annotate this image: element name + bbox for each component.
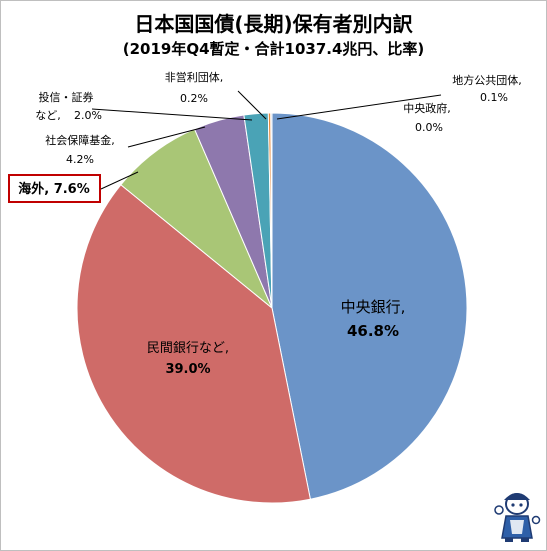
pie-slice-central-bank bbox=[271, 112, 468, 500]
label-central-government-name: 中央政府, bbox=[403, 101, 451, 115]
pie-slice-private-banks bbox=[76, 184, 311, 504]
label-investment-trusts-pct: 2.0% bbox=[74, 109, 102, 122]
pie-slice-local-government bbox=[270, 112, 273, 309]
leader-line-overseas bbox=[100, 171, 139, 190]
label-local-government-pct: 0.1% bbox=[480, 91, 508, 104]
label-private-banks-name: 民間銀行など, bbox=[147, 341, 229, 356]
label-overseas: 海外, 7.6% bbox=[18, 181, 90, 197]
label-private-banks-pct: 39.0% bbox=[165, 362, 210, 377]
pie-slices bbox=[76, 112, 468, 504]
label-central-government-pct: 0.0% bbox=[415, 121, 443, 134]
chart-subtitle: (2019年Q4暫定・合計1037.4兆円、比率) bbox=[122, 40, 425, 58]
label-investment-trusts-name2: など, bbox=[35, 109, 61, 122]
mascot-icon bbox=[494, 493, 541, 542]
label-social-security-name: 社会保障基金, bbox=[45, 133, 115, 147]
leader-line-social-security bbox=[127, 126, 206, 148]
leader-line-investment-trusts bbox=[91, 108, 253, 121]
label-central-bank-pct: 46.8% bbox=[347, 322, 399, 340]
label-nonprofit-name: 非営利団体, bbox=[165, 70, 224, 84]
leader-line-local-government bbox=[276, 94, 442, 120]
label-central-bank-name: 中央銀行, bbox=[341, 298, 406, 316]
label-investment-trusts-name: 投信・証券 bbox=[39, 90, 94, 104]
leader-lines bbox=[91, 90, 442, 190]
leader-line-nonprofit bbox=[237, 90, 267, 120]
label-nonprofit-pct: 0.2% bbox=[180, 92, 208, 105]
label-local-government-name: 地方公共団体, bbox=[452, 73, 522, 87]
label-social-security-pct: 4.2% bbox=[66, 153, 94, 166]
chart-title: 日本国国債(長期)保有者別内訳 bbox=[134, 12, 413, 36]
overseas-highlight-box bbox=[8, 174, 101, 203]
